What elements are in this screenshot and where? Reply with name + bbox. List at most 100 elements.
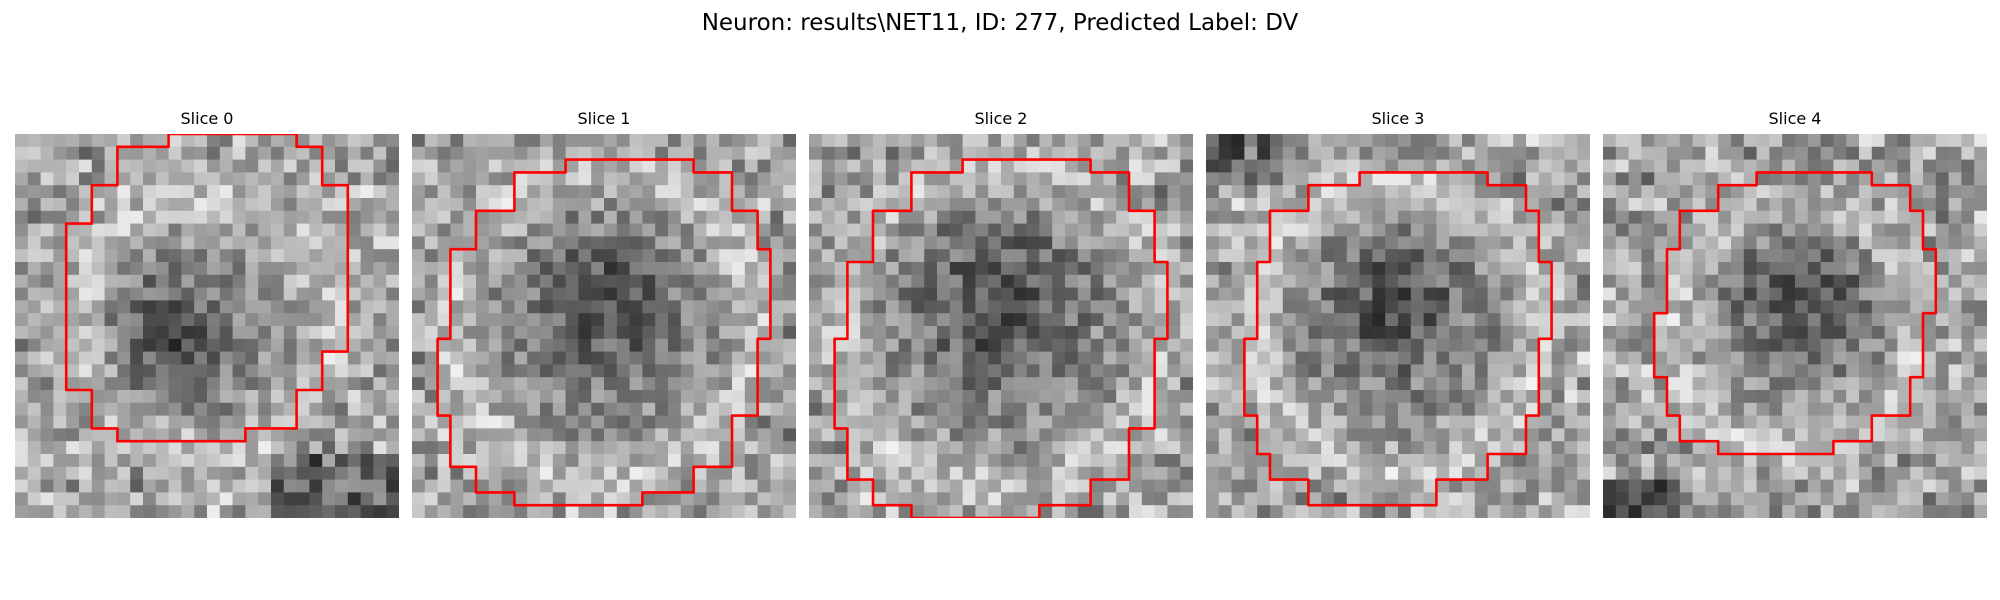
- pixel: [1884, 146, 1898, 160]
- pixel: [91, 172, 105, 186]
- pixel: [1935, 210, 1949, 224]
- pixel: [962, 210, 976, 224]
- pixel: [1410, 338, 1424, 352]
- pixel: [1103, 249, 1117, 263]
- pixel: [834, 454, 848, 468]
- pixel: [1129, 492, 1143, 506]
- pixel: [693, 198, 707, 212]
- pixel: [1654, 134, 1668, 148]
- pixel: [949, 185, 963, 199]
- pixel: [1052, 185, 1066, 199]
- pixel: [1807, 505, 1821, 518]
- pixel: [1398, 454, 1412, 468]
- pixel: [360, 338, 374, 352]
- pixel: [1167, 249, 1181, 263]
- pixel: [770, 249, 784, 263]
- pixel: [1372, 134, 1386, 148]
- pixel: [1244, 415, 1258, 429]
- pixel: [1731, 492, 1745, 506]
- pixel: [1769, 351, 1783, 365]
- pixel: [66, 172, 80, 186]
- pixel: [1871, 223, 1885, 237]
- pixel: [1859, 492, 1873, 506]
- pixel: [207, 454, 221, 468]
- pixel: [1180, 274, 1193, 288]
- pixel: [1705, 159, 1719, 173]
- pixel: [1910, 249, 1924, 263]
- pixel: [1039, 377, 1053, 391]
- pixel: [1103, 236, 1117, 250]
- pixel: [527, 313, 541, 327]
- pixel: [1795, 454, 1809, 468]
- pixel: [1641, 326, 1655, 340]
- pixel: [1807, 351, 1821, 365]
- pixel: [1871, 492, 1885, 506]
- pixel: [424, 210, 438, 224]
- pixel: [1871, 377, 1885, 391]
- pixel: [1538, 428, 1552, 442]
- pixel: [552, 274, 566, 288]
- pixel: [130, 466, 144, 480]
- pixel: [1398, 236, 1412, 250]
- pixel: [1474, 479, 1488, 493]
- pixel: [860, 326, 874, 340]
- pixel: [693, 134, 707, 148]
- pixel: [540, 198, 554, 212]
- pixel: [412, 505, 426, 518]
- pixel: [860, 492, 874, 506]
- pixel: [642, 454, 656, 468]
- pixel: [565, 172, 579, 186]
- pixel: [271, 428, 285, 442]
- pixel: [1756, 172, 1770, 186]
- pixel: [1615, 454, 1629, 468]
- pixel: [757, 300, 771, 314]
- pixel: [1026, 287, 1040, 301]
- pixel: [527, 185, 541, 199]
- pixel: [1564, 364, 1578, 378]
- pixel: [412, 479, 426, 493]
- pixel: [821, 274, 835, 288]
- pixel: [1526, 300, 1540, 314]
- pixel: [1218, 198, 1232, 212]
- pixel: [949, 300, 963, 314]
- pixel: [860, 377, 874, 391]
- pixel: [1295, 492, 1309, 506]
- pixel: [1667, 313, 1681, 327]
- pixel: [783, 428, 796, 442]
- pixel: [1180, 326, 1193, 340]
- pixel: [104, 159, 118, 173]
- pixel: [655, 479, 669, 493]
- pixel: [117, 185, 131, 199]
- pixel: [1538, 454, 1552, 468]
- pixel: [194, 492, 208, 506]
- pixel: [1257, 338, 1271, 352]
- pixel: [1923, 300, 1937, 314]
- pixel: [975, 300, 989, 314]
- pixel: [1295, 198, 1309, 212]
- pixel: [1129, 390, 1143, 404]
- pixel: [15, 287, 29, 301]
- pixel: [1603, 300, 1617, 314]
- pixel: [885, 274, 899, 288]
- pixel: [680, 492, 694, 506]
- pixel: [1538, 390, 1552, 404]
- pixel: [1705, 479, 1719, 493]
- pixel: [1141, 428, 1155, 442]
- pixel: [271, 210, 285, 224]
- pixel: [770, 326, 784, 340]
- slice-panel-0: Slice 0: [15, 108, 399, 518]
- pixel: [1346, 262, 1360, 276]
- pixel: [1385, 428, 1399, 442]
- pixel: [1001, 274, 1015, 288]
- pixel: [1282, 479, 1296, 493]
- pixel: [1129, 223, 1143, 237]
- pixel: [386, 454, 399, 468]
- pixel: [1116, 466, 1130, 480]
- pixel: [488, 338, 502, 352]
- pixel: [1129, 326, 1143, 340]
- pixel: [821, 236, 835, 250]
- pixel: [1935, 479, 1949, 493]
- pixel: [988, 210, 1002, 224]
- pixel: [91, 198, 105, 212]
- pixel: [1769, 390, 1783, 404]
